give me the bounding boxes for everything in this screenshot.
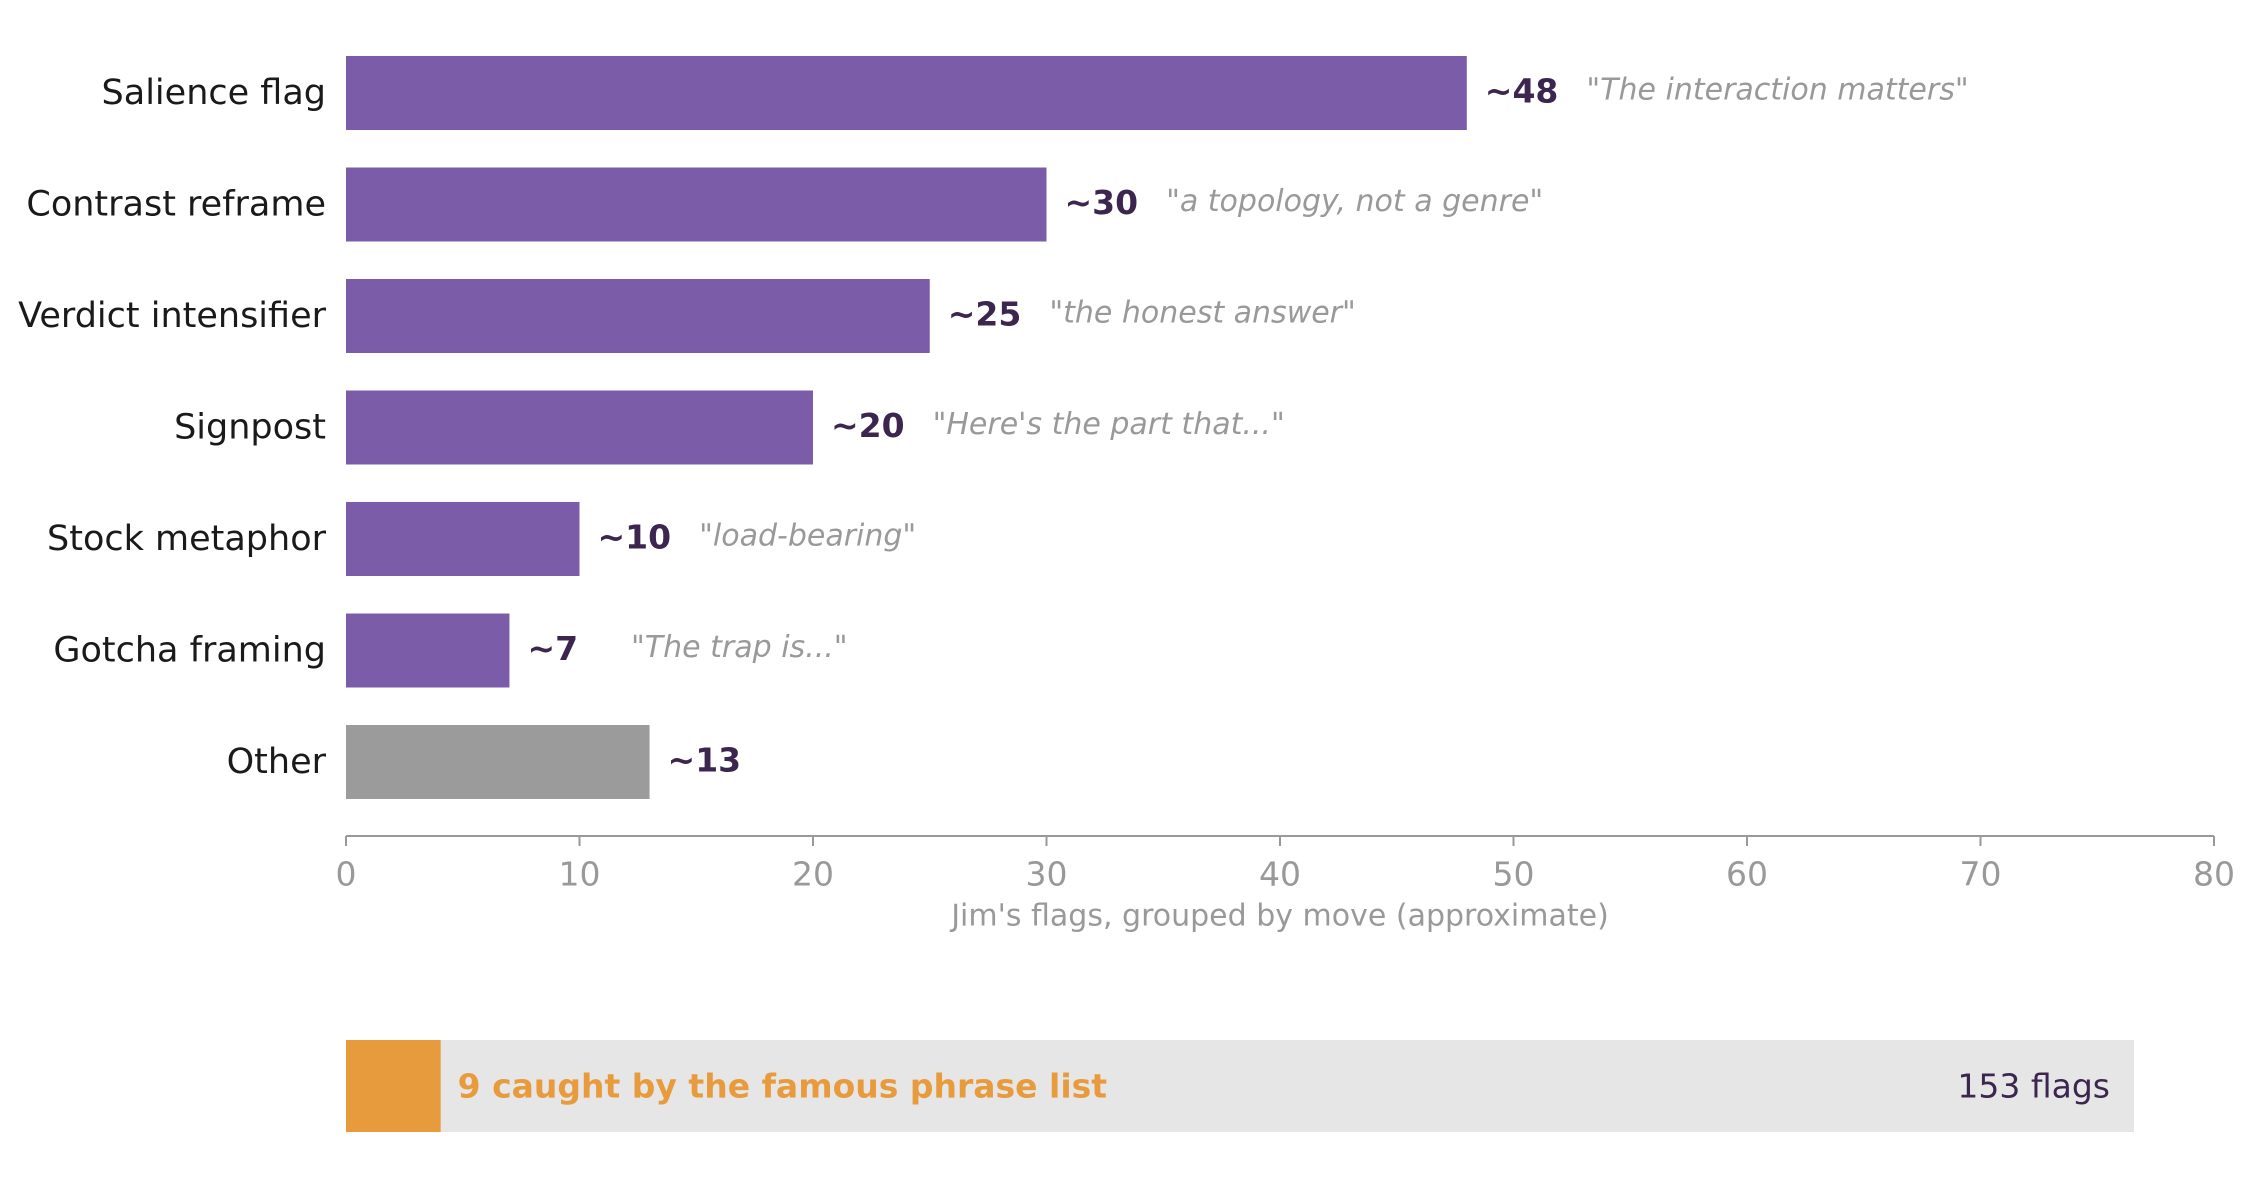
value-label-5: ~7 [527, 629, 578, 668]
value-label-1: ~30 [1065, 183, 1139, 222]
summary-total-label: 153 flags [1957, 1067, 2110, 1106]
bar-4 [346, 502, 580, 576]
x-tick-label-5: 50 [1493, 855, 1535, 894]
value-label-6: ~13 [668, 741, 742, 780]
quote-label-0: "The interaction matters" [1586, 73, 1968, 108]
x-axis-title: Jim's flags, grouped by move (approximat… [949, 899, 1609, 934]
x-tick-label-0: 0 [336, 855, 357, 894]
x-tick-label-8: 80 [2193, 855, 2235, 894]
x-tick-label-2: 20 [792, 855, 834, 894]
bar-0 [346, 56, 1467, 130]
category-label-4: Stock metaphor [47, 519, 327, 559]
category-label-3: Signpost [174, 408, 326, 448]
value-label-2: ~25 [948, 295, 1022, 334]
bar-2 [346, 279, 930, 353]
x-tick-label-7: 70 [1960, 855, 2002, 894]
category-label-5: Gotcha framing [53, 631, 326, 671]
value-label-4: ~10 [598, 518, 672, 557]
bar-6 [346, 725, 650, 799]
quote-label-2: "the honest answer" [1049, 296, 1356, 331]
category-label-2: Verdict intensifier [18, 296, 326, 336]
summary-caught-label: 9 caught by the famous phrase list [458, 1067, 1108, 1106]
bar-5 [346, 613, 510, 688]
value-label-0: ~48 [1485, 72, 1559, 111]
quote-label-3: "Here's the part that..." [933, 407, 1285, 442]
summary-caught-segment [346, 1040, 441, 1132]
value-label-3: ~20 [831, 406, 905, 445]
x-tick-label-6: 60 [1726, 855, 1768, 894]
category-label-6: Other [227, 742, 327, 782]
quote-label-5: "The trap is..." [631, 630, 848, 665]
quote-label-1: "a topology, not a genre" [1166, 184, 1543, 219]
x-tick-label-1: 10 [559, 855, 601, 894]
summary-track [346, 1040, 2134, 1132]
category-label-1: Contrast reframe [26, 185, 326, 225]
x-tick-label-4: 40 [1259, 855, 1301, 894]
quote-label-4: "load-bearing" [699, 519, 916, 554]
category-label-0: Salience flag [102, 73, 326, 113]
bar-1 [346, 167, 1047, 242]
x-tick-label-3: 30 [1026, 855, 1068, 894]
bar-3 [346, 390, 813, 465]
